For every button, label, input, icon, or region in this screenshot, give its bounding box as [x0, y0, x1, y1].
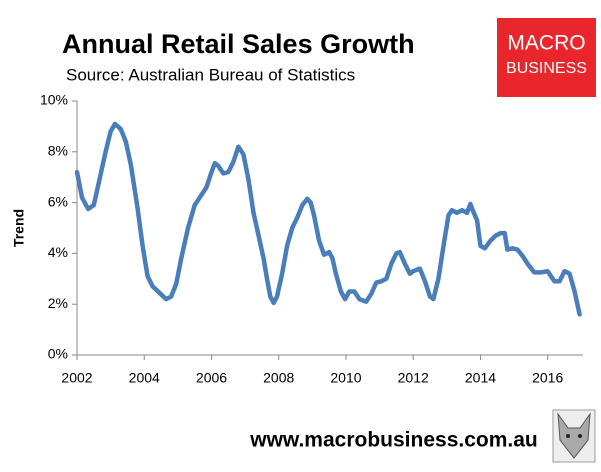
x-tick-label: 2016 [532, 370, 563, 386]
chart-subtitle: Source: Australian Bureau of Statistics [66, 65, 355, 84]
logo-box [497, 18, 596, 97]
x-tick-label: 2006 [196, 370, 227, 386]
y-tick-label: 4% [48, 244, 68, 260]
x-tick-label: 2002 [61, 370, 92, 386]
x-tick-label: 2014 [465, 370, 496, 386]
wolf-icon [552, 409, 596, 463]
x-tick-label: 2010 [330, 370, 361, 386]
x-tick-label: 2012 [398, 370, 429, 386]
y-tick-label: 6% [48, 193, 68, 209]
logo-text: MACRO [507, 32, 585, 55]
chart-title: Annual Retail Sales Growth [62, 29, 415, 59]
y-tick-label: 2% [48, 295, 68, 311]
x-tick-label: 2008 [263, 370, 294, 386]
line-series [74, 121, 582, 317]
footer-url: www.macrobusiness.com.au [249, 429, 537, 452]
x-tick-label: 2004 [129, 370, 160, 386]
y-tick-label: 0% [48, 346, 68, 362]
y-axis-label: Trend [11, 209, 27, 247]
logo-text: BUSINESS [506, 60, 587, 77]
y-tick-label: 10% [40, 92, 68, 108]
y-tick-label: 8% [48, 143, 68, 159]
